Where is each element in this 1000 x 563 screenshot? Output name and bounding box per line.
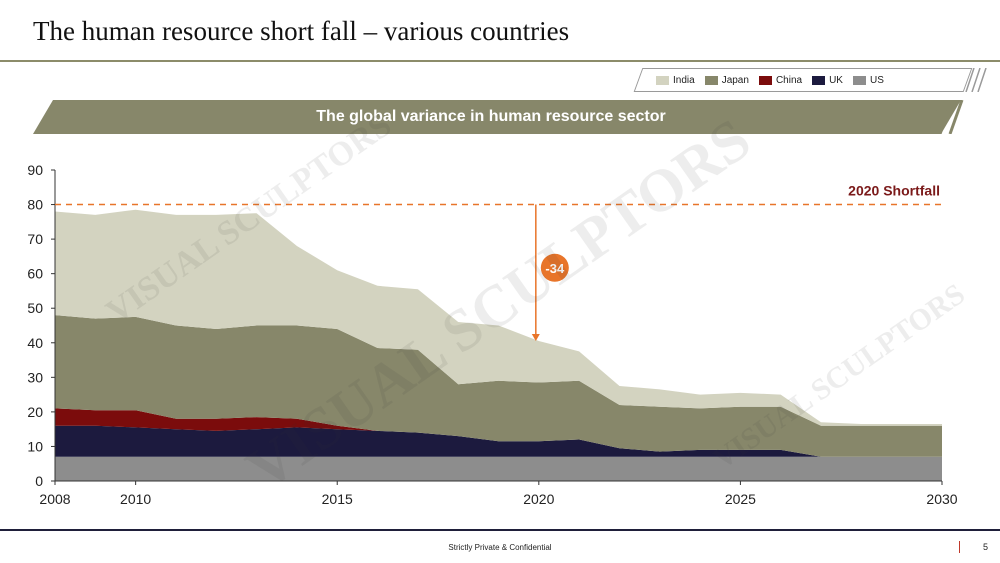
x-tick-label: 2030 [926,491,957,507]
area-series-india [55,209,942,426]
title-divider [0,60,1000,62]
area-series-uk [55,425,942,457]
y-tick-label: 70 [27,231,43,247]
chart-banner-title: The global variance in human resource se… [316,108,666,125]
legend-item-china: China [758,74,803,86]
x-tick-label: 2010 [120,491,151,507]
legend-swatch [704,75,718,85]
legend-item-us: US [852,74,884,86]
gap-badge [540,253,569,282]
chart-banner [33,100,961,134]
area-series-china [55,408,942,457]
gap-arrow-head [531,334,540,342]
y-tick-label: 50 [27,300,43,316]
y-tick-label: 20 [27,404,43,420]
y-tick-label: 90 [27,162,43,178]
y-tick-label: 60 [27,266,43,282]
legend-label: UK [829,74,843,86]
legend-stripes-decoration [965,68,987,92]
legend-item-japan: Japan [704,74,749,86]
x-tick-label: 2008 [39,491,70,507]
page-number-marker [959,541,960,553]
shortfall-label: 2020 Shortfall [848,183,940,199]
page-number: 5 [983,542,989,552]
legend-swatch [656,75,669,85]
legend-swatch [758,75,772,85]
area-series-japan [55,315,942,457]
legend-item-india: India [656,75,695,86]
legend-label: Japan [721,74,749,86]
legend-label: India [673,74,695,86]
legend-label: US [869,74,884,86]
page-title: The human resource short fall – various … [33,16,570,46]
legend-swatch [852,75,866,85]
x-tick-label: 2020 [523,491,554,507]
x-tick-label: 2015 [322,491,353,507]
area-series-us [55,456,942,481]
legend-item-uk: UK [812,75,843,86]
footer-divider [0,529,1000,531]
y-tick-label: 80 [27,197,43,213]
legend-label: China [775,74,803,86]
legend-swatch [812,75,826,85]
footer-confidential: Strictly Private & Confidential [448,543,552,552]
y-tick-label: 40 [27,335,43,351]
gap-badge-label: -34 [545,261,565,276]
y-tick-label: 30 [27,369,43,385]
y-tick-label: 0 [35,473,43,489]
x-tick-label: 2025 [725,491,756,507]
chart-legend: India Japan China UK US [656,72,894,88]
banner-stripes-decoration [928,100,964,134]
y-tick-label: 10 [27,438,43,454]
